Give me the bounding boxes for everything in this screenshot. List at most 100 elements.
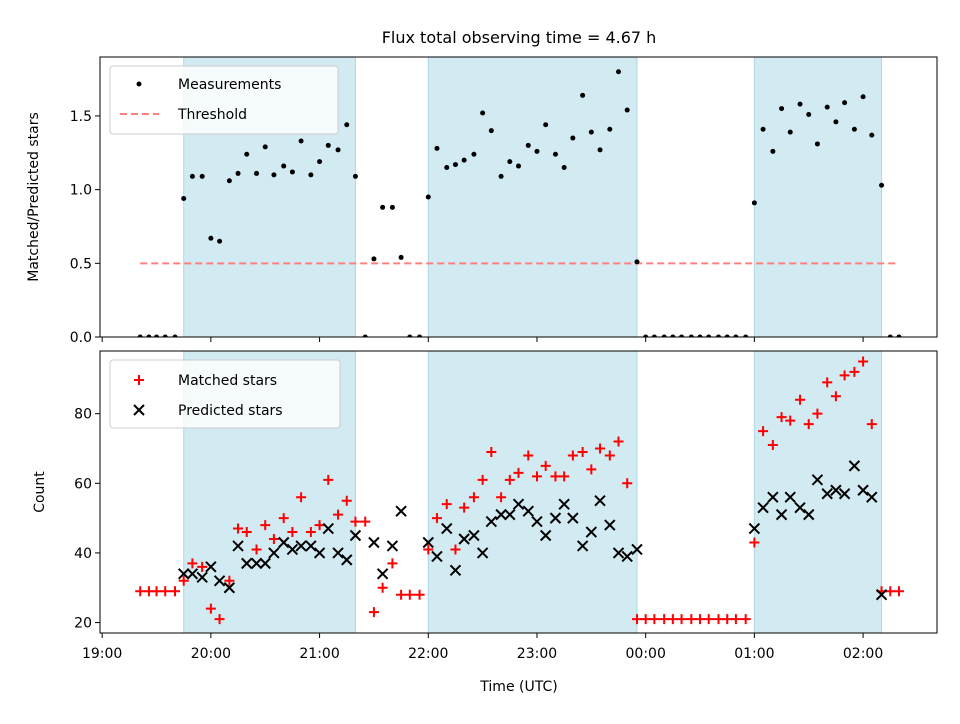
measurement-point [389,204,395,210]
matched-star-point [795,394,806,405]
matched-star-point [431,513,442,524]
measurement-point [271,172,277,178]
matched-star-point [776,412,787,423]
measurement-point [716,334,722,337]
measurement-point [779,106,785,112]
measurement-point [235,170,241,176]
y-axis-label: Matched/Predicted stars [26,112,42,282]
predicted-star-point [441,522,453,535]
legend: Matched stars Predicted stars [109,359,341,429]
predicted-star-point [512,498,525,510]
measurement-point [335,147,341,153]
measurement-point [760,126,766,132]
measurement-point [552,151,558,157]
measurement-point [181,195,187,201]
top-panel: 0.0 0.5 1.0 1.5 Matched/Predicted stars Measu… [26,56,938,346]
predicted-star-point [341,554,353,566]
measurement-point [308,172,314,178]
matched-star-point [785,415,796,426]
matched-star-point [893,586,904,597]
measurement-point [570,135,576,141]
measurement-point [616,69,622,75]
matched-star-point [404,589,415,600]
measurement-point [743,334,749,337]
predicted-star-point [775,508,788,521]
measurement-point [634,259,640,265]
measurement-point [525,142,531,148]
matched-star-point [396,589,407,600]
measurement-point [814,141,820,147]
predicted-star-point [468,529,480,542]
measurement-point [624,107,630,113]
x-tick-label: 20:00 [191,646,231,662]
bottom-panel: 20 40 60 80 Count 19:00 20:00 21:00 22:00 23:00 00… [32,350,938,695]
matched-star-point [595,443,606,454]
predicted-star-point [322,522,334,535]
matched-star-point [866,419,877,430]
plot-area [135,356,904,625]
matched-star-point [640,614,651,625]
matched-star-point [450,544,461,555]
predicted-star-point [349,529,362,542]
predicted-star-point [748,522,761,535]
measurement-point [461,157,467,163]
y-tick-label: 40 [74,546,92,562]
measurement-point [507,159,513,165]
measurement-point [444,165,450,171]
measurement-point [371,256,377,262]
matched-star-point [170,586,181,597]
measurement-point [208,235,214,241]
measurement-point [317,159,323,165]
matched-star-point [314,520,325,531]
matched-star-point [387,558,398,569]
matched-star-point [251,544,262,555]
measurement-point [534,148,540,154]
predicted-star-point [250,557,263,570]
measurement-point [352,173,358,179]
measurement-point [842,100,848,106]
measurement-point [643,334,649,337]
legend-box [109,359,341,429]
measurement-point [298,138,304,144]
predicted-star-point [259,557,271,570]
matched-star-point [268,534,279,544]
plot-area [137,69,902,337]
predicted-star-point [604,519,616,531]
measurement-point [498,173,504,179]
matched-star-point [631,614,642,625]
matched-star-point [278,513,289,524]
observing-interval-band [427,350,638,634]
matched-star-point [323,474,334,485]
matched-star-point [287,527,298,538]
x-tick-label: 23:00 [517,646,557,662]
predicted-star-point [485,515,498,528]
measurement-point [697,334,703,337]
y-tick-label: 0.0 [70,330,92,346]
matched-star-point [649,614,660,625]
measurement-point [787,129,793,135]
predicted-star-point [794,501,806,514]
matched-star-point [531,471,542,482]
measurement-point [670,334,676,337]
predicted-star-point [205,561,217,573]
legend-measurements-label: Measurements [178,77,281,93]
measurement-point [597,147,603,153]
predicted-star-point [767,491,779,503]
matched-star-point [260,520,271,531]
chart-title: Flux total observing time = 4.67 h [382,28,657,47]
legend: Measurements Threshold [109,65,339,135]
measurement-point [162,334,168,337]
predicted-star-point [232,540,244,552]
axes-frame [99,56,938,338]
predicted-star-point [811,474,824,486]
matched-star-point [341,495,352,506]
measurement-point [217,238,223,244]
measurement-point [887,334,893,337]
measurement-point [869,132,875,138]
matched-star-point [205,603,216,614]
matched-star-point [214,614,225,625]
predicted-star-point [305,540,317,552]
matched-star-point [504,474,515,485]
matched-star-point [695,614,706,625]
predicted-star-point [376,568,389,580]
